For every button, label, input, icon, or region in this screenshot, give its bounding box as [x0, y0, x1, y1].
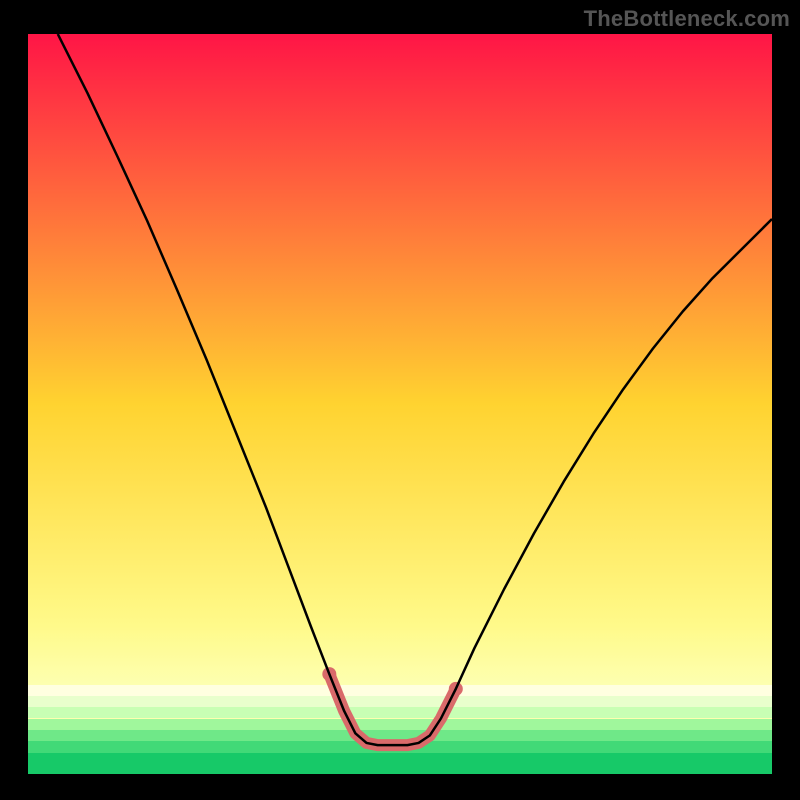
bottleneck-curve	[58, 34, 772, 745]
curve-svg	[28, 34, 772, 774]
watermark-text: TheBottleneck.com	[584, 6, 790, 32]
chart-stage: TheBottleneck.com	[0, 0, 800, 800]
plot-frame	[28, 34, 772, 774]
bottleneck-flat-bottom	[329, 674, 455, 745]
